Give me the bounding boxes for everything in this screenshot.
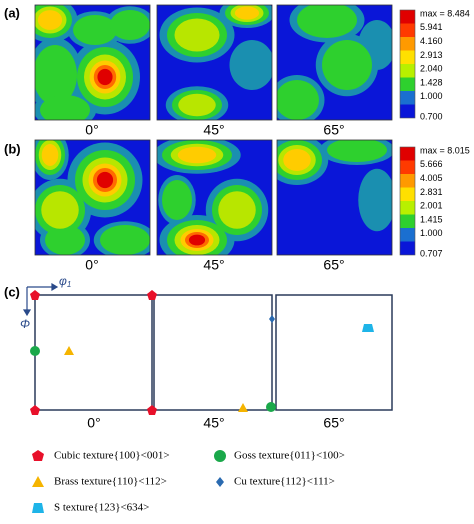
scale-label: 5.666	[420, 159, 443, 169]
axis-arrows	[22, 282, 59, 317]
scale-patch	[400, 174, 415, 188]
contour-region	[327, 140, 387, 162]
scale-label: 0.700	[420, 111, 443, 121]
scale-label: 0.707	[420, 248, 443, 258]
contour-region	[96, 171, 114, 189]
legend-entry: Goss texture{011}<100>	[234, 450, 345, 462]
contour-region	[35, 45, 77, 105]
scale-patch	[400, 104, 415, 118]
scale-label: 1.000	[420, 228, 443, 238]
contour-map	[35, 5, 150, 120]
scale-label: max = 8.015	[420, 145, 470, 155]
contour-region	[41, 191, 79, 229]
legend-entry: Cubic texture{100}<001>	[54, 450, 170, 462]
scale-label: 1.000	[420, 91, 443, 101]
contour-region	[178, 93, 216, 117]
angle-label: 45°	[203, 257, 224, 273]
scale-patch	[400, 77, 415, 91]
contour-region	[100, 225, 150, 255]
scale-patch	[400, 201, 415, 215]
scale-label: 1.428	[420, 77, 443, 87]
contour-region	[73, 15, 117, 45]
scale-patch	[400, 91, 415, 105]
scale-label: 1.415	[420, 214, 443, 224]
contour-region	[358, 168, 392, 232]
legend-entry: S texture{123}<634>	[54, 502, 149, 514]
contour-region	[174, 18, 220, 52]
scale-label: 2.040	[420, 64, 443, 74]
legend: Cubic texture{100}<001> Goss texture{011…	[32, 450, 345, 514]
scale-label: 2.831	[420, 187, 443, 197]
scale-patch	[400, 241, 415, 255]
angle-label: 45°	[203, 415, 224, 431]
contour-region	[177, 146, 217, 164]
contour-region	[41, 144, 59, 166]
panel-label: (a)	[4, 5, 20, 20]
texture-markers	[30, 290, 374, 415]
odf-maps	[34, 4, 393, 256]
scale-label: 2.913	[420, 50, 443, 60]
contour-region	[162, 180, 192, 220]
contour-region	[322, 40, 372, 90]
scale-label: max = 8.484	[420, 8, 470, 18]
contour-map	[35, 140, 150, 255]
scale-patch	[400, 160, 415, 174]
angle-label: 65°	[323, 122, 344, 138]
map-border	[276, 4, 393, 121]
axis-y-label: Φ	[20, 317, 30, 331]
angle-label: 65°	[323, 415, 344, 431]
scale-label: 4.005	[420, 173, 443, 183]
contour-region	[37, 10, 63, 30]
map-border	[34, 139, 151, 256]
angle-label: 0°	[85, 122, 98, 138]
contour-map	[277, 140, 392, 255]
legend-entry: Cu texture{112}<111>	[234, 476, 335, 488]
scale-patch	[400, 187, 415, 201]
scale-patch	[400, 10, 415, 24]
contour-region	[110, 10, 150, 40]
axis-x-label: φ1	[59, 274, 71, 289]
contour-region	[229, 40, 272, 90]
legend-entry: Brass texture{110}<112>	[54, 476, 167, 488]
scale-label: 4.160	[420, 36, 443, 46]
axis-subscript: 1	[67, 280, 71, 289]
contour-map	[277, 5, 392, 120]
scale-label: 5.941	[420, 22, 443, 32]
scale-patch	[400, 64, 415, 78]
contour-region	[283, 149, 311, 171]
contour-region	[297, 5, 357, 38]
contour-region	[277, 80, 319, 120]
scale-patch	[400, 228, 415, 242]
angle-label: 65°	[323, 257, 344, 273]
contour-region	[188, 234, 206, 246]
contour-region	[234, 6, 260, 20]
angle-label: 0°	[85, 257, 98, 273]
contour-map	[157, 140, 272, 255]
scale-patch	[400, 50, 415, 64]
scale-patch	[400, 37, 415, 51]
contour-region	[40, 95, 90, 120]
contour-map	[157, 5, 272, 120]
map-border	[276, 139, 393, 256]
color-scales: max = 8.484 5.941 4.160 2.913 2.040 1.428 1.00…	[399, 8, 470, 258]
angle-label: 0°	[87, 415, 100, 431]
scale-border	[399, 9, 416, 119]
panel-label: (c)	[4, 284, 20, 299]
axis-symbol: φ	[59, 274, 67, 288]
euler-boxes	[34, 294, 393, 411]
map-border	[156, 4, 273, 121]
scale-patch	[400, 147, 415, 161]
scale-patch	[400, 214, 415, 228]
contour-region	[45, 225, 85, 255]
contour-region	[218, 191, 256, 229]
scale-label: 2.001	[420, 201, 443, 211]
scale-border	[399, 146, 416, 256]
angle-label: 45°	[203, 122, 224, 138]
scale-patch	[400, 23, 415, 37]
contour-region	[97, 68, 113, 86]
panel-label: (b)	[4, 141, 21, 156]
map-border	[34, 4, 151, 121]
map-border	[156, 139, 273, 256]
